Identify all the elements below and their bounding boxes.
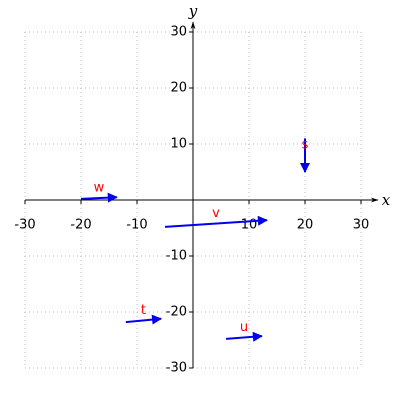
vector-arrow bbox=[80, 192, 118, 203]
vector-arrow bbox=[164, 215, 268, 228]
y-tick-label: -10 bbox=[166, 249, 187, 264]
y-axis-title: y bbox=[188, 2, 198, 20]
vector-label: v bbox=[212, 206, 220, 221]
vector-label: u bbox=[240, 320, 248, 335]
vector-arrow bbox=[125, 314, 163, 325]
y-tick-label: -20 bbox=[166, 305, 187, 320]
x-axis-title: x bbox=[382, 191, 391, 209]
x-tick-label: 20 bbox=[297, 218, 314, 233]
x-tick-label: -10 bbox=[126, 218, 147, 233]
y-tick-label: 30 bbox=[170, 25, 187, 40]
axes: x y -30 -20 -10 10 20 30 -30 -20 -10 10 20 30 bbox=[14, 2, 390, 376]
vector-arrow bbox=[225, 331, 263, 342]
vector-label: w bbox=[94, 181, 105, 196]
vector-label: s bbox=[302, 138, 309, 153]
x-tick-label: -20 bbox=[70, 218, 91, 233]
y-tick-label: -30 bbox=[166, 361, 187, 376]
vector-label: t bbox=[141, 303, 146, 318]
y-tick-label: 10 bbox=[170, 137, 187, 152]
y-tick-label: 20 bbox=[170, 81, 187, 96]
marks: s w v t u bbox=[80, 138, 310, 342]
x-tick-label: 10 bbox=[241, 218, 258, 233]
x-tick-label: -30 bbox=[14, 218, 35, 233]
x-tick-label: 30 bbox=[353, 218, 370, 233]
